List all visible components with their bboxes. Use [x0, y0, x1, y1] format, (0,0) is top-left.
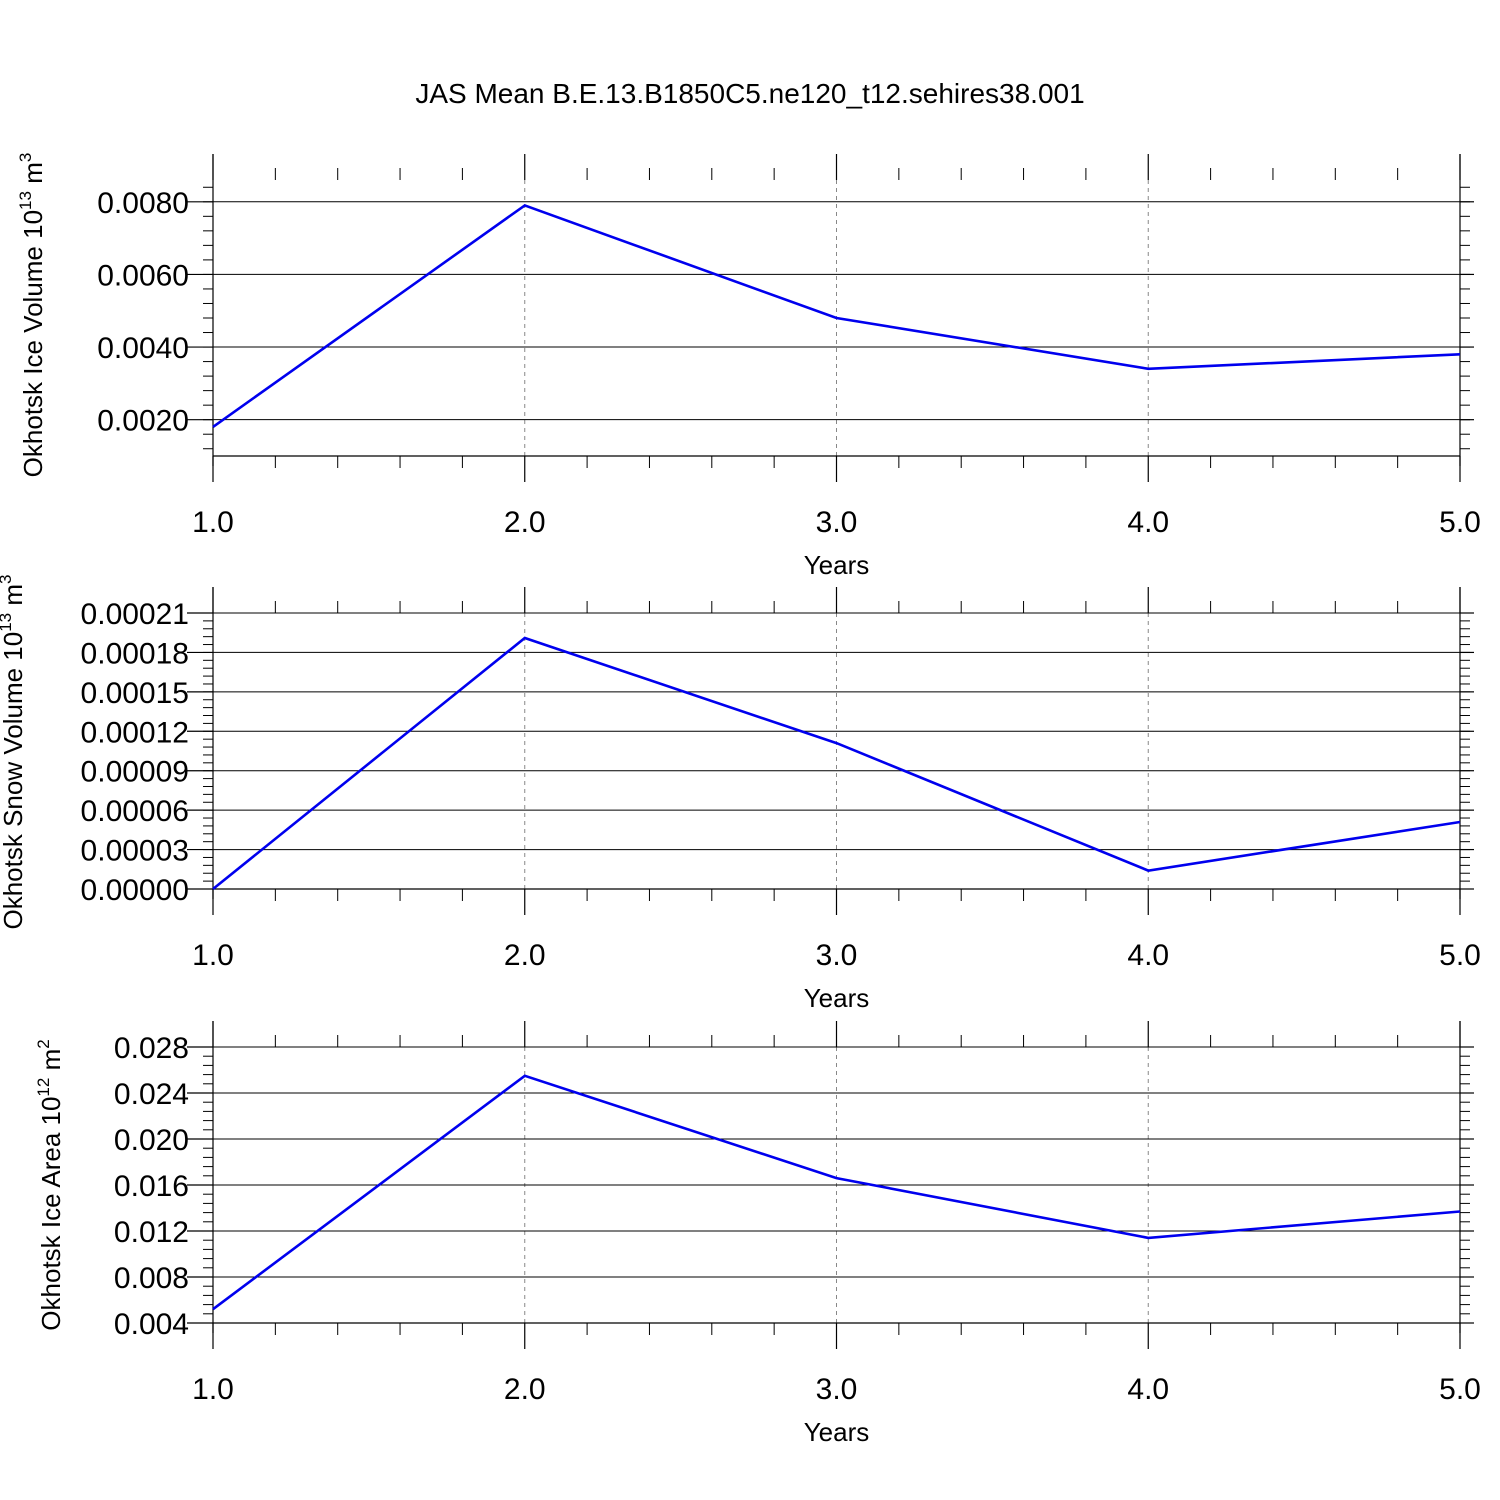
- y-tick-label: 0.00003: [81, 835, 189, 868]
- x-tick-label: 2.0: [504, 1373, 546, 1406]
- y-tick-label: 0.00021: [81, 598, 189, 631]
- y-tick-label: 0.028: [114, 1032, 189, 1065]
- x-axis-label: Years: [804, 1417, 870, 1447]
- x-tick-label: 1.0: [192, 939, 234, 972]
- chart-panel-3: 0.004 0.008 0.012 0.016 0.020 0.024 0.028 1.0 2.…: [34, 1021, 1481, 1447]
- x-tick-label: 1.0: [192, 1373, 234, 1406]
- y-tick-label: 0.008: [114, 1262, 189, 1295]
- x-tick-label: 2.0: [504, 506, 546, 539]
- x-tick-label: 3.0: [816, 1373, 858, 1406]
- y-tick-label: 0.00012: [81, 716, 189, 749]
- y-tick-label: 0.00006: [81, 795, 189, 828]
- x-tick-label: 4.0: [1127, 506, 1169, 539]
- y-tick-label: 0.0020: [97, 405, 189, 438]
- y-tick-label: 0.012: [114, 1216, 189, 1249]
- x-tick-label: 3.0: [816, 506, 858, 539]
- series-line: [212, 636, 1461, 891]
- chart-panel-2: 0.00000 0.00003 0.00006 0.00009 0.00012 0.000…: [0, 575, 1481, 1014]
- y-tick-label: 0.004: [114, 1308, 189, 1341]
- y-tick-label: 0.00009: [81, 756, 189, 789]
- x-tick-label: 5.0: [1439, 1373, 1481, 1406]
- x-tick-label: 4.0: [1127, 939, 1169, 972]
- chart-panel-1: 0.0020 0.0040 0.0060 0.0080 1.0 2.0 3.0 4.0 5.0 Y…: [16, 153, 1481, 580]
- x-tick-label: 5.0: [1439, 506, 1481, 539]
- y-tick-label: 0.00015: [81, 677, 189, 710]
- y-tick-label: 0.0040: [97, 332, 189, 365]
- x-axis-label: Years: [804, 983, 870, 1013]
- x-tick-label: 5.0: [1439, 939, 1481, 972]
- y-tick-label: 0.00000: [81, 874, 189, 907]
- y-axis-label: Okhotsk Ice Volume 1013 m3: [16, 153, 48, 478]
- y-tick-label: 0.016: [114, 1170, 189, 1203]
- figure-title: JAS Mean B.E.13.B1850C5.ne120_t12.sehire…: [415, 78, 1085, 109]
- y-tick-label: 0.024: [114, 1078, 189, 1111]
- x-tick-label: 2.0: [504, 939, 546, 972]
- y-tick-label: 0.0080: [97, 187, 189, 220]
- x-axis-label: Years: [804, 550, 870, 580]
- x-tick-label: 1.0: [192, 506, 234, 539]
- y-tick-label: 0.0060: [97, 259, 189, 292]
- y-tick-label: 0.020: [114, 1124, 189, 1157]
- y-tick-label: 0.00018: [81, 637, 189, 670]
- y-axis-label: Okhotsk Snow Volume 1013 m3: [0, 575, 28, 930]
- x-tick-label: 4.0: [1127, 1373, 1169, 1406]
- y-axis-label: Okhotsk Ice Area 1012 m2: [34, 1039, 66, 1330]
- x-tick-label: 3.0: [816, 939, 858, 972]
